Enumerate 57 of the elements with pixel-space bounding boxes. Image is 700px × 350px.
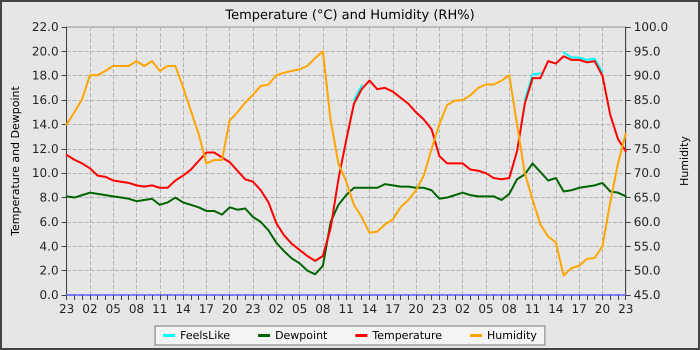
y2-tick-label: 80.0 xyxy=(634,117,660,132)
legend-label: Humidity xyxy=(487,329,538,342)
x-tick-label: 17 xyxy=(572,302,587,316)
y-tick-label: 16.0 xyxy=(32,93,59,108)
x-tick-label: 08 xyxy=(502,302,517,316)
x-tick-label: 05 xyxy=(478,302,494,316)
y-tick-label: 0.0 xyxy=(40,288,59,302)
x-tick-label: 14 xyxy=(175,302,191,316)
y2-tick-label: 45.0 xyxy=(634,288,660,302)
x-tick-label: 14 xyxy=(548,302,564,316)
y-tick-label: 20.0 xyxy=(32,44,59,58)
y-tick-label: 18.0 xyxy=(32,68,59,83)
y2-tick-label: 95.0 xyxy=(634,44,660,58)
y2-axis-title: Humidity xyxy=(678,136,691,186)
y-tick-label: 22.0 xyxy=(32,20,59,34)
x-tick-label: 08 xyxy=(315,302,331,316)
x-tick-label: 08 xyxy=(128,302,144,316)
y2-tick-label: 85.0 xyxy=(634,93,660,108)
x-tick-label: 23 xyxy=(58,302,74,316)
x-tick-label: 02 xyxy=(268,302,284,316)
y-tick-label: 2.0 xyxy=(40,264,59,278)
x-tick-label: 17 xyxy=(385,302,400,316)
y2-tick-label: 65.0 xyxy=(634,190,660,205)
y-tick-label: 14.0 xyxy=(32,117,59,132)
x-tick-label: 23 xyxy=(618,302,634,316)
y-tick-label: 10.0 xyxy=(32,166,59,180)
x-tick-label: 11 xyxy=(152,302,168,316)
x-tick-label: 23 xyxy=(432,302,448,316)
y2-tick-label: 90.0 xyxy=(634,68,660,83)
legend-label: Temperature xyxy=(371,329,442,342)
x-tick-label: 20 xyxy=(408,302,424,316)
y-tick-label: 6.0 xyxy=(40,214,59,229)
x-tick-label: 23 xyxy=(245,302,261,316)
y-tick-label: 12.0 xyxy=(32,142,59,156)
y-tick-label: 4.0 xyxy=(40,239,59,254)
y2-tick-label: 50.0 xyxy=(634,264,660,278)
x-tick-label: 20 xyxy=(222,302,238,316)
chart-title: Temperature (°C) and Humidity (RH%) xyxy=(224,8,475,23)
y2-tick-label: 100.0 xyxy=(634,20,668,34)
y2-tick-label: 60.0 xyxy=(634,214,660,229)
y2-tick-label: 70.0 xyxy=(634,166,660,180)
y2-tick-label: 55.0 xyxy=(634,239,660,254)
line-series xyxy=(66,162,627,276)
legend-label: FeelsLike xyxy=(180,329,230,342)
x-tick-label: 05 xyxy=(292,302,308,316)
x-tick-label: 02 xyxy=(82,302,98,316)
y-tick-label: 8.0 xyxy=(40,190,59,205)
x-tick-label: 11 xyxy=(338,302,354,316)
x-tick-label: 11 xyxy=(524,302,540,316)
x-tick-label: 05 xyxy=(106,302,121,316)
x-tick-label: 20 xyxy=(594,302,610,316)
x-tick-label: 14 xyxy=(362,302,378,316)
x-tick-label: 17 xyxy=(198,302,214,316)
x-tick-label: 02 xyxy=(455,302,470,316)
y2-tick-label: 75.0 xyxy=(634,142,660,156)
y-axis-title: Temperature and Dewpoint xyxy=(9,85,22,237)
legend-label: Dewpoint xyxy=(275,329,328,342)
